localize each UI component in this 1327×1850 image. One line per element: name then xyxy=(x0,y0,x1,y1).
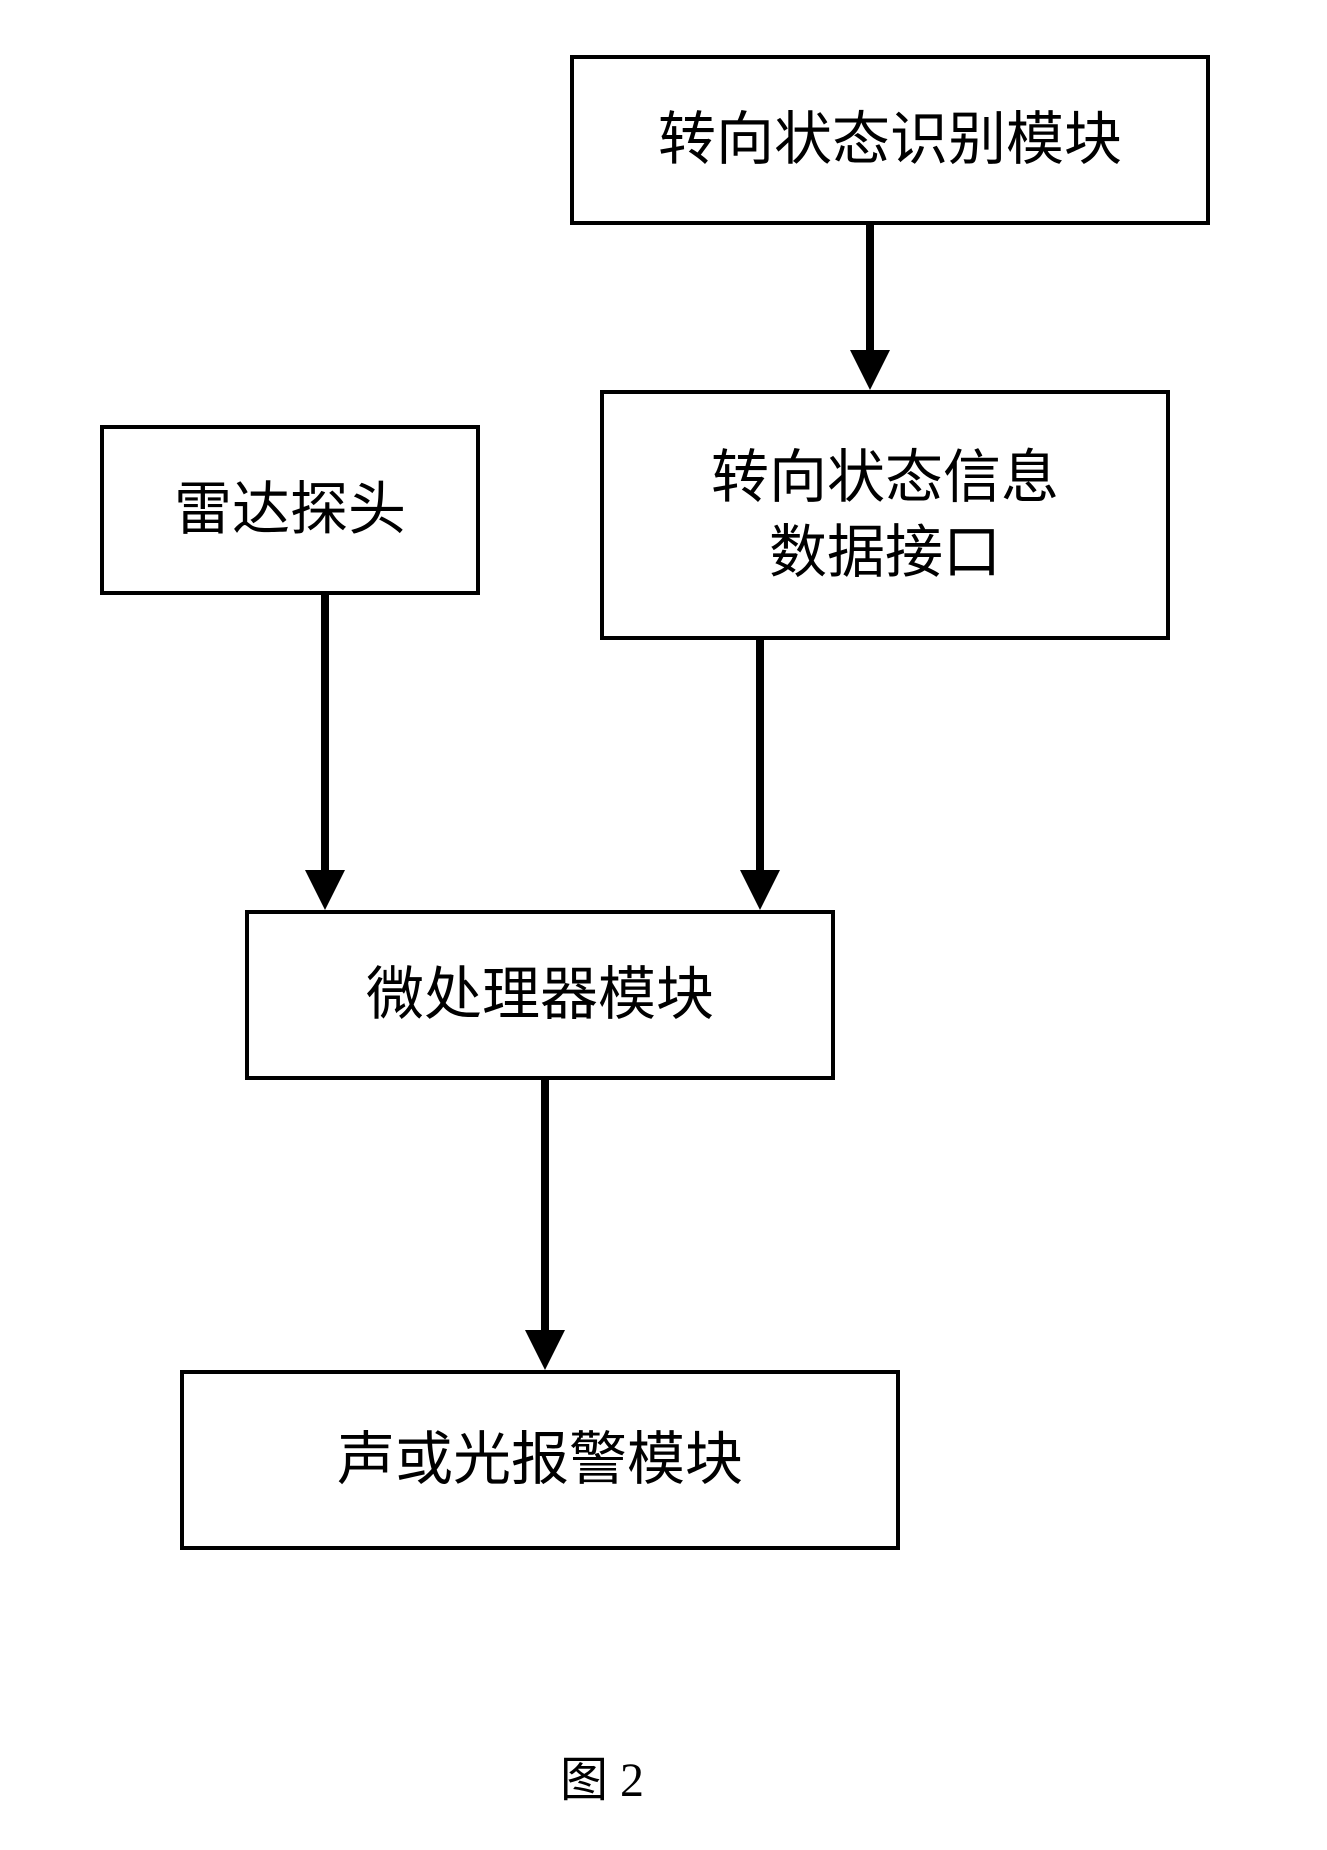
node-label: 微处理器模块 xyxy=(366,957,714,1032)
node-label: 转向状态识别模块 xyxy=(658,102,1122,177)
figure-caption: 图 2 xyxy=(560,1740,644,1810)
node-radar-probe: 雷达探头 xyxy=(100,425,480,595)
node-steering-recognition: 转向状态识别模块 xyxy=(570,55,1210,225)
node-microprocessor: 微处理器模块 xyxy=(245,910,835,1080)
node-label: 声或光报警模块 xyxy=(337,1422,743,1497)
node-steering-data-interface: 转向状态信息 数据接口 xyxy=(600,390,1170,640)
node-label: 转向状态信息 数据接口 xyxy=(711,440,1059,591)
node-label: 雷达探头 xyxy=(174,472,406,547)
node-alarm: 声或光报警模块 xyxy=(180,1370,900,1550)
